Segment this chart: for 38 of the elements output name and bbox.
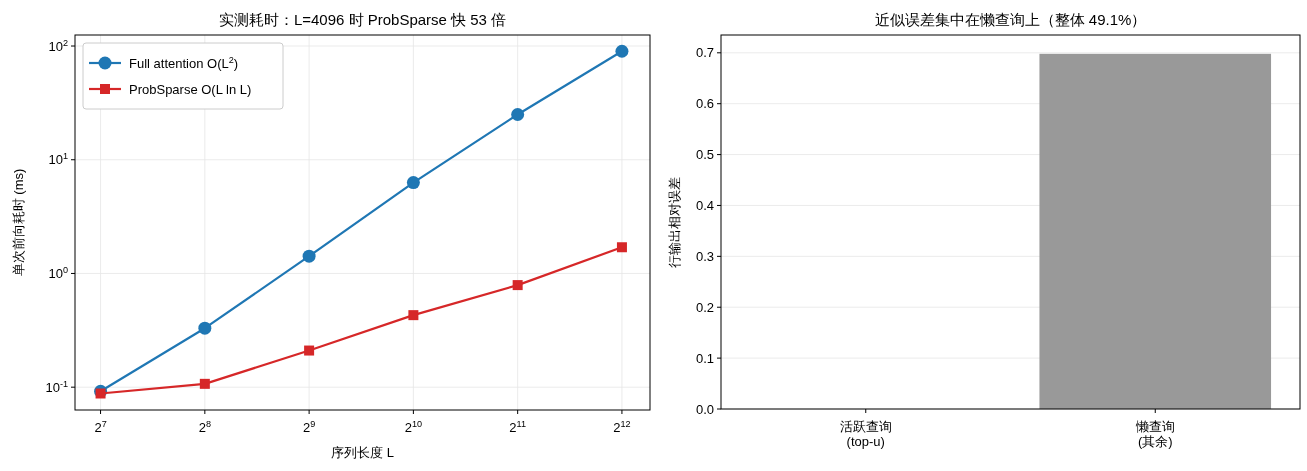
x-tick-label: 2$^{8}$: [198, 419, 211, 435]
x-tick-label: 2$^{12}$: [613, 419, 631, 435]
y-tick-label: 0.6: [695, 96, 714, 112]
point: [511, 107, 525, 121]
y-tick-label: 0.5: [695, 147, 714, 163]
y-tick-label: 0.2: [695, 299, 714, 315]
y-tick-label: 10$^{0}$: [48, 264, 68, 281]
x-tick-label: 2$^{9}$: [302, 419, 316, 435]
point: [304, 345, 315, 356]
legend-label: Full attention O(L$^{2}$): [129, 55, 239, 71]
point: [512, 280, 523, 291]
y-tick-label: 10$^{-1}$: [45, 378, 68, 395]
y-tick-label: 0.4: [695, 197, 714, 213]
point: [408, 310, 419, 321]
point: [616, 242, 627, 253]
y-tick-label: 10$^{1}$: [48, 151, 68, 168]
x-tick-label: 懒查询 (其余): [1134, 419, 1175, 449]
x-tick-label: 活跃查询 (top-u): [839, 419, 892, 449]
y-tick-label: 0.1: [695, 350, 714, 366]
point: [199, 378, 210, 389]
y-tick-label: 10$^{2}$: [48, 37, 68, 54]
point: [406, 176, 420, 190]
y-tick-label: 0.0: [695, 401, 714, 417]
chart-title: 近似误差集中在懒查询上（整体 49.1%）: [874, 11, 1147, 28]
x-tick-label: 2$^{11}$: [509, 419, 526, 435]
x-tick-label: 2$^{7}$: [94, 419, 107, 435]
x-tick-label: 2$^{10}$: [404, 419, 423, 435]
x-axis-title: 序列长度 L: [331, 445, 394, 460]
chart-title: 实测耗时：L=4096 时 ProbSparse 快 53 倍: [218, 11, 507, 28]
y-axis-title: 行输出相对误差: [667, 176, 682, 268]
legend-label: ProbSparse O(L ln L): [129, 82, 252, 97]
y-tick-label: 0.3: [695, 248, 714, 264]
point: [198, 321, 212, 335]
point: [95, 388, 106, 399]
y-axis-title: 单次前向耗时 (ms): [11, 168, 26, 277]
y-tick-label: 0.7: [695, 45, 714, 61]
point: [615, 44, 629, 58]
point: [302, 249, 316, 263]
